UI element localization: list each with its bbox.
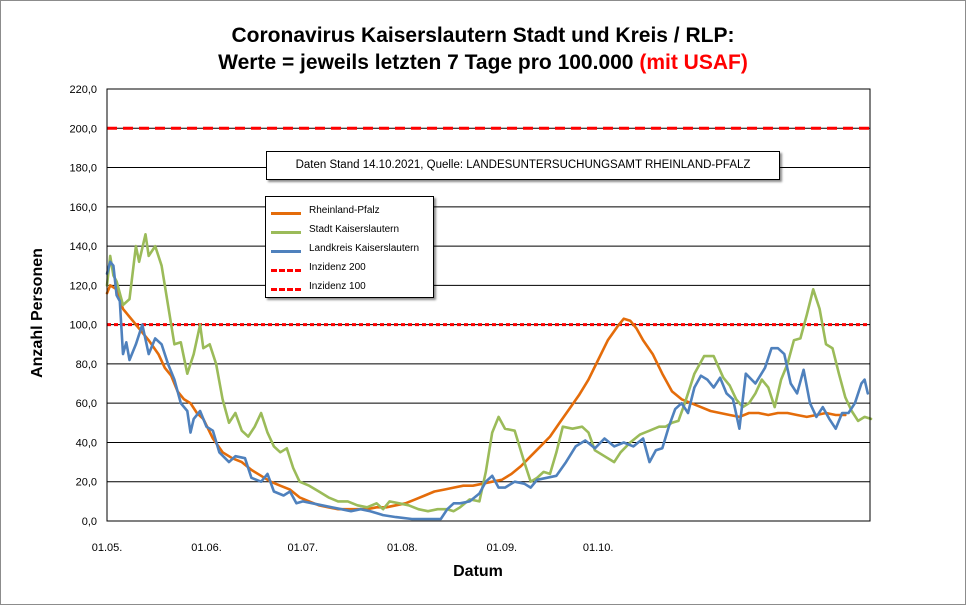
title-line-2-main: Werte = jeweils letzten 7 Tage pro 100.0… xyxy=(218,51,640,74)
y-tick-label: 160,0 xyxy=(69,202,97,214)
legend-swatch-stadt xyxy=(271,231,301,234)
chart-title: Coronavirus Kaiserslautern Stadt und Kre… xyxy=(0,22,966,76)
legend-swatch-rlp xyxy=(271,212,301,215)
y-tick-label: 40,0 xyxy=(76,437,97,449)
legend-item-inzidenz-200: Inzidenz 200 xyxy=(266,261,433,277)
legend-label-inzidenz-100: Inzidenz 100 xyxy=(309,281,366,292)
y-tick-label: 120,0 xyxy=(69,280,97,292)
threshold-lines xyxy=(107,126,870,327)
legend-swatch-landkreis xyxy=(271,250,301,253)
legend-label-rlp: Rheinland-Pfalz xyxy=(309,205,380,216)
x-tick-label: 01.08. xyxy=(387,542,418,554)
gridlines xyxy=(107,88,870,483)
source-note: Daten Stand 14.10.2021, Quelle: LANDESUN… xyxy=(266,151,780,180)
legend-label-landkreis: Landkreis Kaiserslautern xyxy=(309,243,420,254)
legend-label-stadt: Stadt Kaiserslautern xyxy=(309,224,400,235)
x-tick-label: 01.10. xyxy=(583,542,614,554)
legend-item-inzidenz-100: Inzidenz 100 xyxy=(266,280,433,296)
legend-swatch-inzidenz-200 xyxy=(271,269,301,272)
title-line-2: Werte = jeweils letzten 7 Tage pro 100.0… xyxy=(0,49,966,76)
legend-item-stadt: Stadt Kaiserslautern xyxy=(266,223,433,239)
y-tick-label: 80,0 xyxy=(76,359,97,371)
x-tick-label: 01.05. xyxy=(92,542,123,554)
y-tick-labels: 0,0 20,0 40,0 60,0 80,0 100,0 120,0 140,0 160,0 1… xyxy=(69,84,97,528)
y-tick-label: 100,0 xyxy=(69,320,97,332)
y-tick-label: 20,0 xyxy=(76,477,97,489)
plot-area-border xyxy=(106,88,871,522)
legend-item-landkreis: Landkreis Kaiserslautern xyxy=(266,242,433,258)
y-tick-label: 60,0 xyxy=(76,398,97,410)
legend: Rheinland-Pfalz Stadt Kaiserslautern Lan… xyxy=(265,196,434,298)
x-tick-labels: 01.05. 01.06. 01.07. 01.08. 01.09. 01.10. xyxy=(92,542,614,554)
y-axis-label: Anzahl Personen xyxy=(29,248,46,378)
series-lines xyxy=(105,233,873,521)
legend-item-rlp: Rheinland-Pfalz xyxy=(266,204,433,220)
legend-swatch-inzidenz-100 xyxy=(271,288,301,291)
x-tick-label: 01.06. xyxy=(191,542,222,554)
series-line-stadt xyxy=(105,233,873,513)
y-tick-label: 220,0 xyxy=(69,84,97,96)
title-usaf-highlight: (mit USAF) xyxy=(639,51,748,74)
x-tick-label: 01.07. xyxy=(288,542,319,554)
y-tick-label: 0,0 xyxy=(82,516,97,528)
y-tick-label: 180,0 xyxy=(69,163,97,175)
title-line-1: Coronavirus Kaiserslautern Stadt und Kre… xyxy=(231,24,735,47)
x-axis-label: Datum xyxy=(453,563,503,580)
x-tick-label: 01.09. xyxy=(487,542,518,554)
legend-label-inzidenz-200: Inzidenz 200 xyxy=(309,262,366,273)
y-tick-label: 140,0 xyxy=(69,241,97,253)
y-tick-label: 200,0 xyxy=(69,123,97,135)
series-line-landkreis xyxy=(105,260,870,521)
